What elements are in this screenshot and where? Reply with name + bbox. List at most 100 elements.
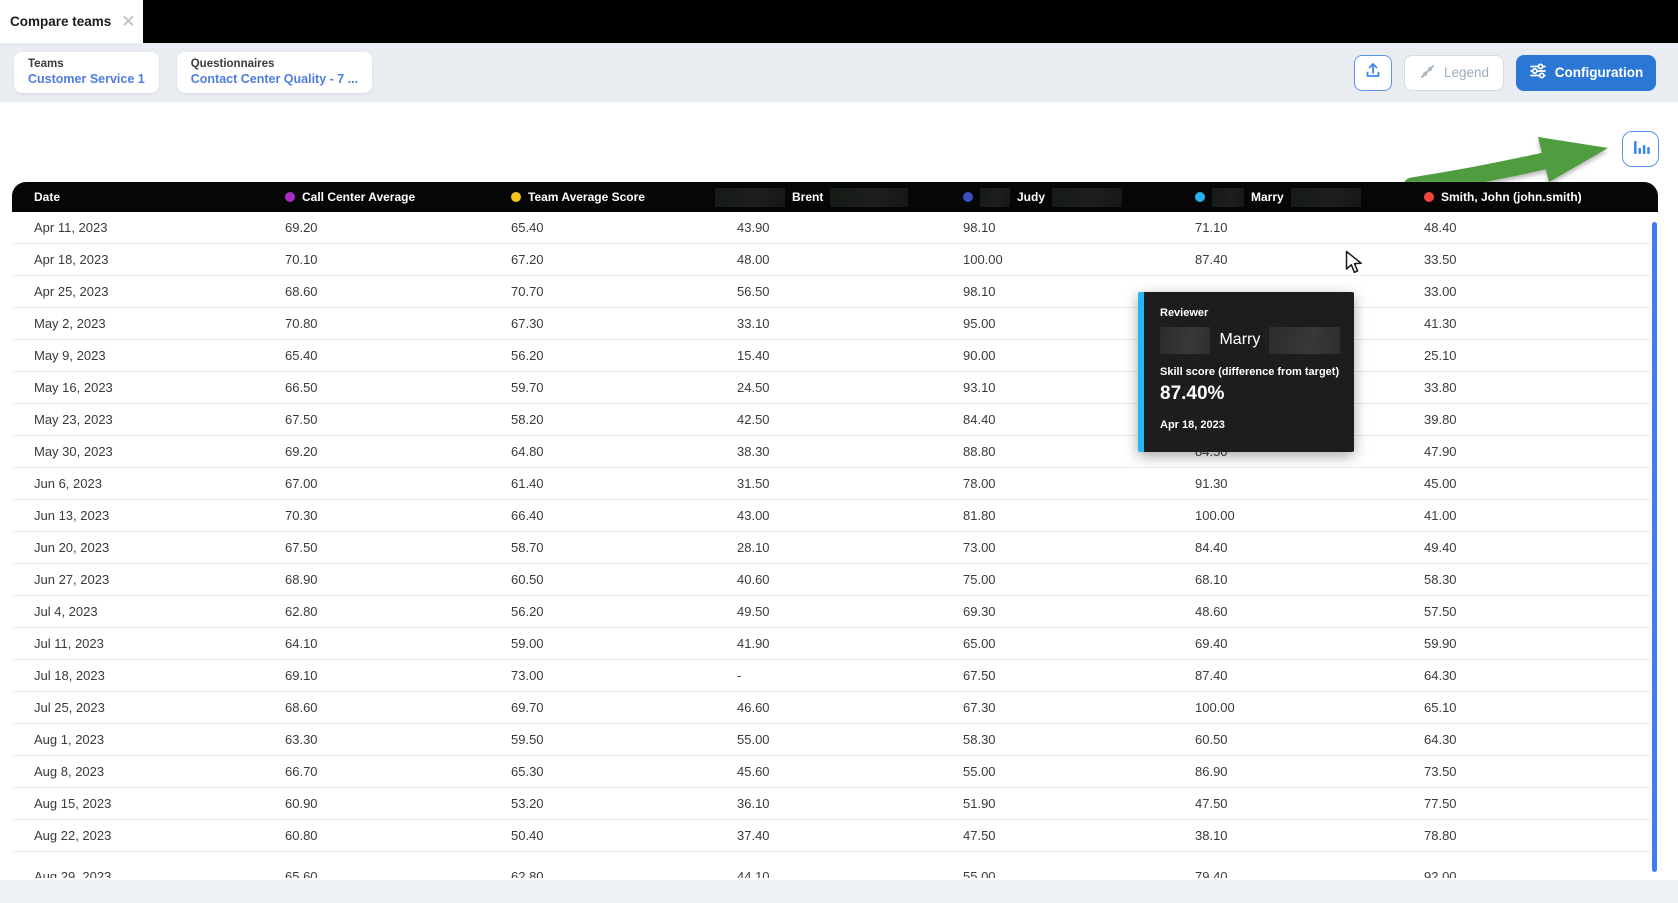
questionnaires-filter-label: Questionnaires [190, 58, 275, 70]
table-row: Aug 29, 2023 65.60 62.80 44.10 55.00 79.40 92.… [12, 852, 1658, 878]
score-cell: 86.90 [1195, 764, 1228, 779]
date-cell: Jul 11, 2023 [34, 636, 104, 651]
column-header-team: Team Average Score [511, 190, 737, 204]
score-cell: 64.80 [511, 444, 544, 459]
score-cell: 67.20 [511, 252, 544, 267]
score-cell: 93.10 [963, 380, 996, 395]
series-dot-team [511, 192, 521, 202]
score-cell: 33.10 [737, 316, 770, 331]
date-cell: Jun 20, 2023 [34, 540, 110, 555]
score-cell: 70.30 [285, 508, 318, 523]
score-cell: 70.80 [285, 316, 318, 331]
score-cell: 91.30 [1195, 476, 1228, 491]
column-header-cca: Call Center Average [285, 190, 511, 204]
redacted-text-block [1290, 187, 1361, 207]
column-header-label: Marry [1251, 190, 1284, 204]
table-row: Jun 6, 2023 67.00 61.40 31.50 78.00 91.30 45.0… [12, 468, 1658, 500]
score-cell: 69.70 [511, 700, 544, 715]
score-cell: 33.80 [1424, 380, 1457, 395]
score-cell: 77.50 [1424, 796, 1457, 811]
table-row: Apr 25, 2023 68.60 70.70 56.50 98.10 33.00 [12, 276, 1658, 308]
score-cell: 58.20 [511, 412, 544, 427]
sliders-icon [1529, 62, 1547, 83]
score-cell: 45.00 [1424, 476, 1457, 491]
table-row: Jul 25, 2023 68.60 69.70 46.60 67.30 100.00 65… [12, 692, 1658, 724]
close-icon[interactable]: ✕ [121, 12, 136, 31]
redacted-text-block [830, 187, 909, 207]
tooltip-reviewer-label: Reviewer [1160, 307, 1209, 319]
score-cell: 92.00 [1424, 869, 1457, 878]
redacted-text-block [980, 187, 1010, 207]
score-cell: 56.20 [511, 604, 544, 619]
redacted-text-block [1212, 187, 1244, 207]
score-cell: 24.50 [737, 380, 770, 395]
questionnaires-filter-chip[interactable]: Questionnaires Contact Center Quality - … [176, 52, 373, 93]
score-cell: 90.00 [963, 348, 996, 363]
table-scrollbar[interactable] [1652, 222, 1657, 872]
score-cell: 39.80 [1424, 412, 1457, 427]
table-row: Jun 13, 2023 70.30 66.40 43.00 81.80 100.00 41… [12, 500, 1658, 532]
date-cell: Apr 11, 2023 [34, 220, 108, 235]
score-cell: 64.10 [285, 636, 318, 651]
score-cell: 28.10 [737, 540, 770, 555]
score-cell: 60.90 [285, 796, 318, 811]
score-cell: 57.50 [1424, 604, 1457, 619]
upload-icon [1363, 60, 1383, 85]
score-cell: 60.50 [1195, 732, 1228, 747]
tooltip-reviewer-name: Marry [1219, 331, 1261, 348]
chart-view-toggle-button[interactable] [1622, 131, 1659, 167]
column-header-judy: Judy [963, 187, 1195, 207]
date-cell: May 2, 2023 [34, 316, 106, 331]
score-cell: 59.50 [511, 732, 544, 747]
score-cell: 41.00 [1424, 508, 1457, 523]
score-cell: 62.80 [285, 604, 318, 619]
score-cell: 66.50 [285, 380, 318, 395]
redacted-text-block [1269, 326, 1340, 354]
legend-button[interactable]: Legend [1404, 54, 1504, 91]
score-cell: 100.00 [963, 252, 1003, 267]
score-cell: 73.50 [1424, 764, 1457, 779]
date-cell: May 30, 2023 [34, 444, 113, 459]
score-cell: 87.40 [1195, 668, 1228, 683]
score-cell: 44.10 [737, 869, 770, 878]
table-row: Aug 15, 2023 60.90 53.20 36.10 51.90 47.50 77.… [12, 788, 1658, 820]
configuration-button[interactable]: Configuration [1516, 54, 1656, 91]
score-cell: 87.40 [1195, 252, 1228, 267]
column-header-label: Team Average Score [528, 190, 645, 204]
score-cell: 48.00 [737, 252, 770, 267]
score-cell: 65.40 [511, 220, 544, 235]
score-cell: 69.30 [963, 604, 996, 619]
bottom-background-strip [0, 880, 1678, 903]
table-row: Aug 22, 2023 60.80 50.40 37.40 47.50 38.10 78.… [12, 820, 1658, 852]
score-cell: 66.40 [511, 508, 544, 523]
score-cell: 42.50 [737, 412, 770, 427]
table-row: Apr 11, 2023 69.20 65.40 43.90 98.10 71.10 48.… [12, 212, 1658, 244]
date-cell: Jun 13, 2023 [34, 508, 110, 523]
score-cell: 38.10 [1195, 828, 1228, 843]
date-cell: Aug 1, 2023 [34, 732, 105, 747]
score-cell: 55.00 [963, 764, 996, 779]
score-cell: 59.00 [511, 636, 544, 651]
score-cell: 67.30 [963, 700, 996, 715]
score-cell: 100.00 [1195, 700, 1235, 715]
tab-compare-teams[interactable]: Compare teams ✕ [0, 0, 143, 43]
teams-filter-chip[interactable]: Teams Customer Service 1 [14, 52, 159, 93]
table-body: Apr 11, 2023 69.20 65.40 43.90 98.10 71.10 48.… [12, 212, 1658, 878]
tooltip-date: Apr 18, 2023 [1160, 419, 1225, 431]
table-row: May 30, 202369.2064.8038.3088.8084.5047.… [12, 436, 1658, 468]
date-cell: Jul 4, 2023 [34, 604, 98, 619]
score-cell: 15.40 [737, 348, 770, 363]
score-cell: 55.00 [737, 732, 770, 747]
date-cell: May 16, 2023 [34, 380, 113, 395]
score-cell: 47.50 [1195, 796, 1228, 811]
series-dot-judy [963, 192, 973, 202]
column-header-marry: Marry [1195, 187, 1424, 207]
score-cell: 47.50 [963, 828, 996, 843]
score-cell: 69.20 [285, 220, 318, 235]
score-cell: 43.00 [737, 508, 770, 523]
score-cell: 31.50 [737, 476, 770, 491]
score-cell: 67.50 [963, 668, 996, 683]
score-cell: 38.30 [737, 444, 770, 459]
score-cell: 48.60 [1195, 604, 1228, 619]
export-button[interactable] [1354, 54, 1392, 91]
